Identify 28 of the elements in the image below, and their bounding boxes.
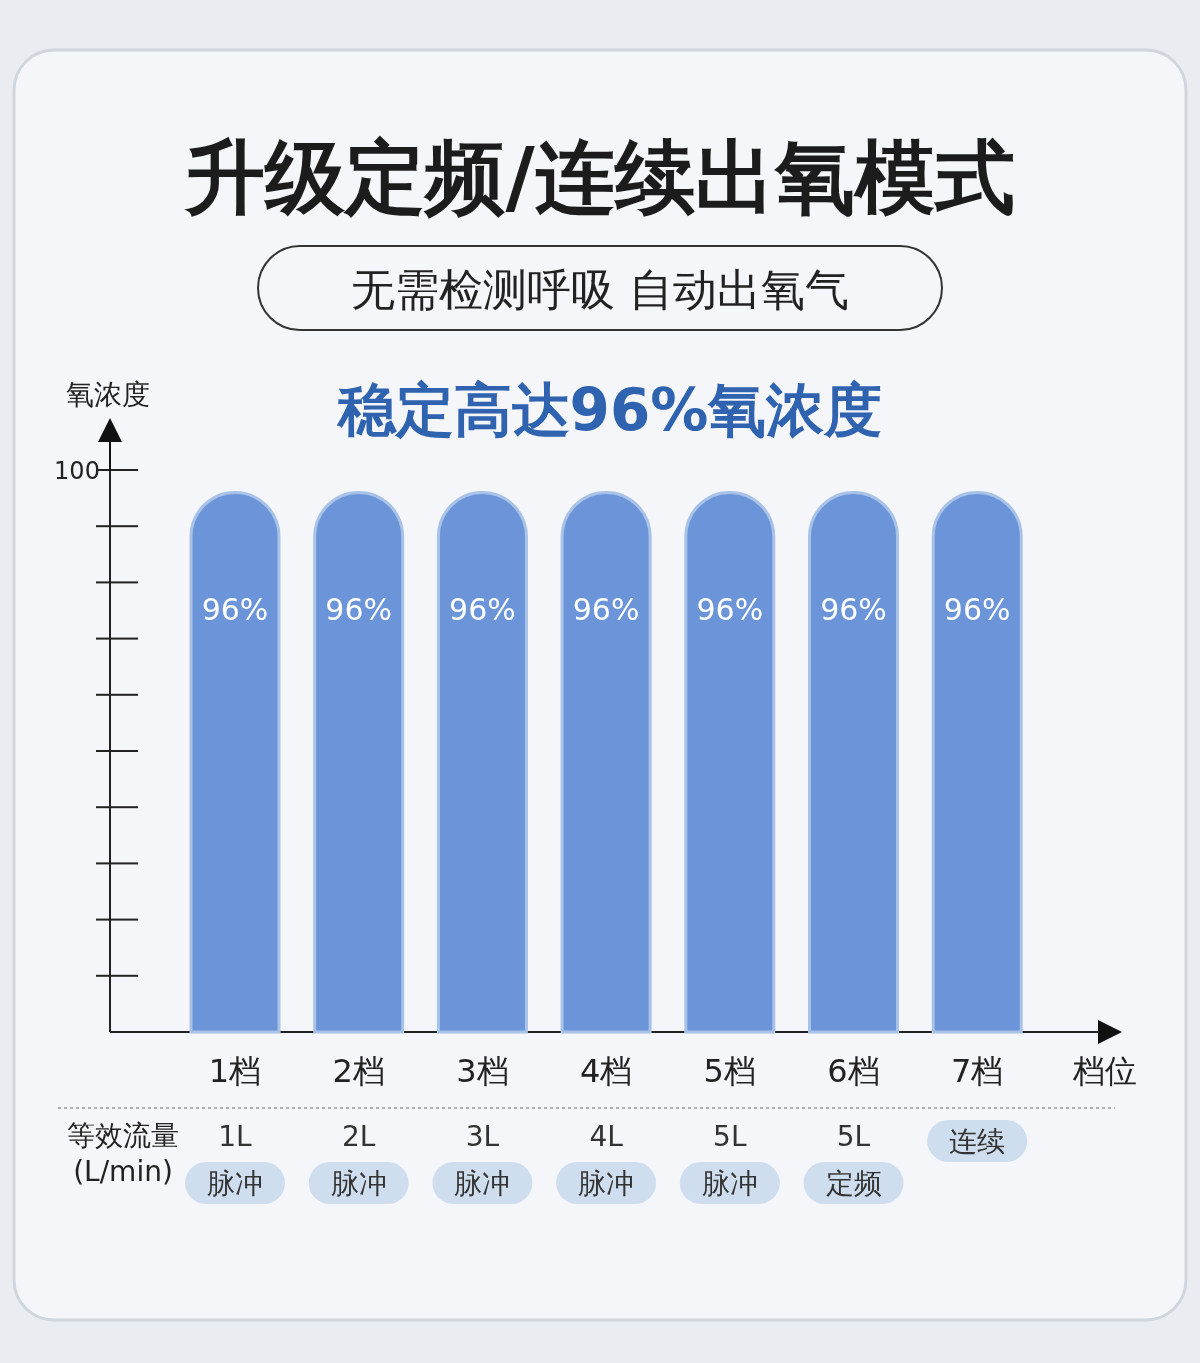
text: 4L 脉冲 (578, 1120, 635, 1200)
data-label: 96% (943, 592, 1011, 628)
text: 2L 脉冲 (330, 1120, 387, 1200)
x-tick-label: 7档 (951, 1052, 1004, 1090)
y-axis-title: 氧浓度 (66, 378, 150, 411)
chart-subtitle: 无需检测呼吸 自动出氧气 (351, 264, 849, 315)
text: 5L 脉冲 (701, 1120, 758, 1200)
data-label: 96% (449, 592, 516, 628)
x-tick-label: 6档 (827, 1052, 880, 1090)
y-tick-label: 100 (54, 457, 100, 485)
x-tick-label: 5档 (703, 1052, 756, 1090)
data-label: 96% (696, 592, 764, 628)
text: 5L 定频 (825, 1120, 882, 1200)
chart-title: 升级定频/连续出氧模式 (184, 131, 1015, 224)
x-axis-title: 档位 (1072, 1052, 1137, 1090)
data-label: 96% (572, 592, 640, 628)
x-tick-label: 4档 (579, 1052, 633, 1090)
data-label: 96% (201, 592, 269, 628)
text: 等效流量 (L/min) (67, 1119, 179, 1188)
x-tick-label: 2档 (332, 1052, 385, 1090)
x-tick-label: 3档 (456, 1052, 509, 1090)
x-tick-label: 1档 (208, 1052, 262, 1090)
text: 1L 脉冲 (207, 1120, 263, 1200)
text: 连续 (949, 1125, 1006, 1158)
data-label: 96% (325, 592, 393, 628)
data-label: 96% (820, 592, 887, 628)
text: 稳定高达96%氧浓度 (335, 376, 883, 444)
text: 3L 脉冲 (454, 1120, 511, 1200)
